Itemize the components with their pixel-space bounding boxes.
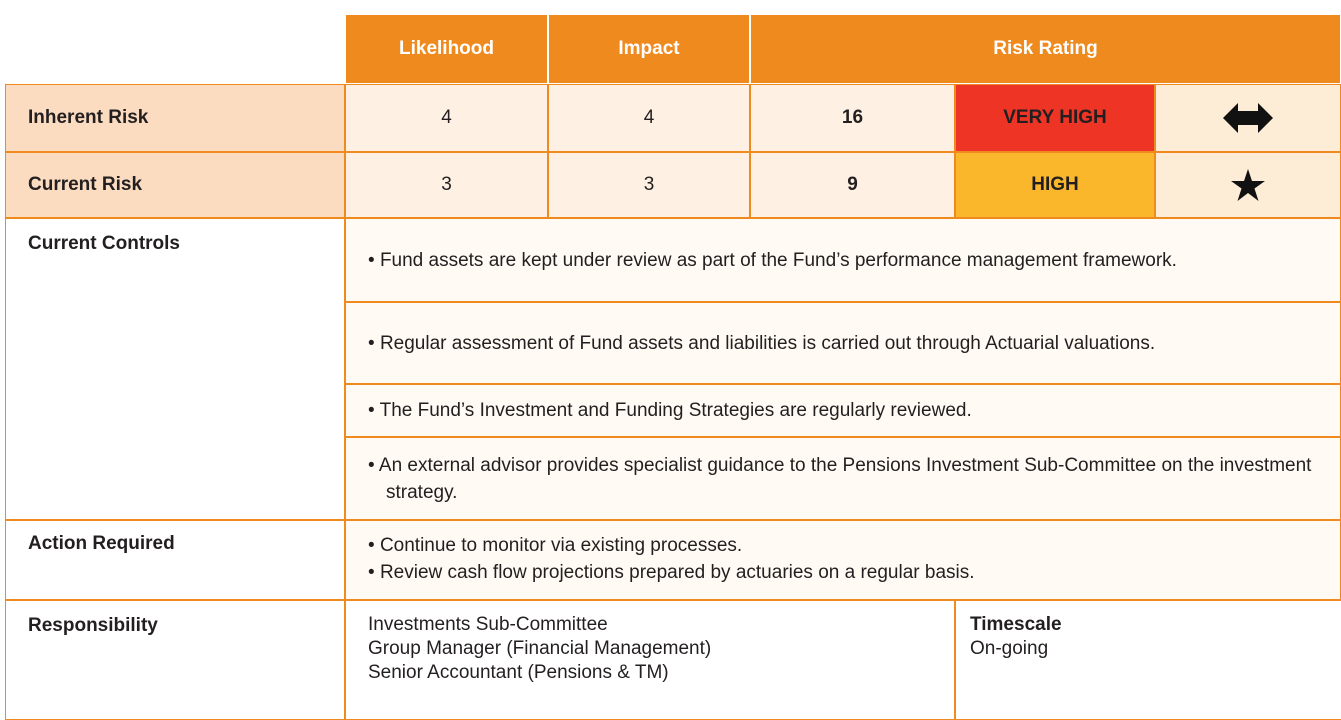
timescale-value: On-going <box>970 638 1049 659</box>
bullet-text: Regular assessment of Fund assets and li… <box>368 330 1155 357</box>
bullet-text: Fund assets are kept under review as par… <box>368 247 1177 274</box>
column-header: Impact <box>548 14 750 84</box>
responsibility-list: Investments Sub-Committee Group Manager … <box>345 600 955 720</box>
text-line: Senior Accountant (Pensions & TM) <box>368 662 669 683</box>
cell: 3 <box>345 152 548 218</box>
bullet-text: Continue to monitor via existing process… <box>368 532 1320 559</box>
cell: 9 <box>750 152 955 218</box>
control-item: An external advisor provides specialist … <box>345 437 1341 520</box>
control-item: Fund assets are kept under review as par… <box>345 218 1341 302</box>
bullet-text: Review cash flow projections prepared by… <box>368 559 1320 586</box>
timescale-cell: Timescale On-going <box>955 600 1341 720</box>
row-label: Responsibility <box>5 600 345 720</box>
rating: HIGH <box>955 152 1155 218</box>
row-label: Current Risk <box>5 152 345 218</box>
control-item: Regular assessment of Fund assets and li… <box>345 302 1341 384</box>
row-label: Action Required <box>5 520 345 600</box>
trend-cell <box>1155 84 1341 152</box>
star-icon <box>1231 169 1265 201</box>
bullet-text: The Fund’s Investment and Funding Strate… <box>368 397 972 424</box>
row-label: Current Controls <box>5 218 345 520</box>
rating: VERY HIGH <box>955 84 1155 152</box>
cell: 4 <box>548 84 750 152</box>
bullet-text: An external advisor provides specialist … <box>368 452 1320 506</box>
control-item: The Fund’s Investment and Funding Strate… <box>345 384 1341 437</box>
cell: 3 <box>548 152 750 218</box>
arrow-icon <box>1223 103 1273 133</box>
column-header: Likelihood <box>345 14 548 84</box>
timescale-label: Timescale <box>970 614 1062 635</box>
action-list: Continue to monitor via existing process… <box>345 520 1341 600</box>
column-header: Risk Rating <box>750 14 1341 84</box>
trend-cell <box>1155 152 1341 218</box>
cell: 16 <box>750 84 955 152</box>
text-line: Investments Sub-Committee <box>368 614 608 635</box>
row-label: Inherent Risk <box>5 84 345 152</box>
text-line: Group Manager (Financial Management) <box>368 638 712 659</box>
cell: 4 <box>345 84 548 152</box>
